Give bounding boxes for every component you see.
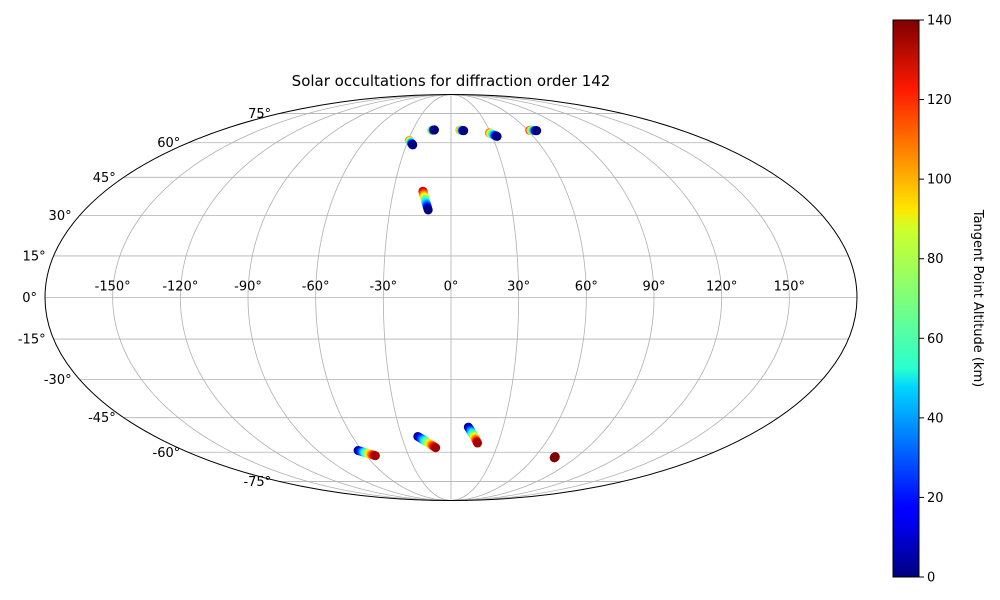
colorbar-tick-label: 20 <box>927 491 944 506</box>
colorbar-tick-label: 0 <box>927 571 935 586</box>
occultation-track-7 <box>353 446 380 461</box>
chart-title: Solar occultations for diffraction order… <box>292 72 611 90</box>
occultation-track-3 <box>455 125 469 136</box>
meridian-line-9 <box>450 94 723 501</box>
longitude-tick-label: -120° <box>162 280 198 295</box>
colorbar-label: Tangent Point Altitude (km) <box>970 209 985 387</box>
latitude-tick-label: 15° <box>23 249 46 264</box>
occultation-point <box>459 126 469 136</box>
longitude-tick-label: 90° <box>642 280 665 295</box>
occultation-track-10 <box>549 452 560 463</box>
colorbar-tick-label: 60 <box>927 332 944 347</box>
colorbar-tick-label: 80 <box>927 252 944 267</box>
latitude-tick-label: 60° <box>157 136 180 151</box>
latitude-tick-label: -30° <box>44 373 72 388</box>
colorbar-gradient <box>892 19 920 578</box>
meridian-line-1 <box>179 94 452 501</box>
occultation-point <box>431 443 441 453</box>
longitude-tick-label: -30° <box>369 280 397 295</box>
colorbar-tick-label: 100 <box>927 173 952 188</box>
latitude-tick-label: -15° <box>18 333 46 348</box>
occultation-point <box>492 131 502 141</box>
occultation-track-4 <box>484 128 502 141</box>
colorbar: 0 20 40 60 80 100 120 140 Tangent Point Altitud… <box>892 14 985 586</box>
longitude-tick-label: 30° <box>507 280 530 295</box>
occultation-track-5 <box>525 125 542 136</box>
meridian-line-8 <box>450 94 655 501</box>
longitude-tick-label: 120° <box>706 280 737 295</box>
colorbar-tick-label: 140 <box>927 14 952 29</box>
longitude-tick-label: -60° <box>302 280 330 295</box>
occultation-track-1 <box>404 136 418 150</box>
occultation-point <box>370 451 380 461</box>
occultation-point <box>473 438 483 448</box>
occultation-track-6 <box>418 186 433 215</box>
meridian-line-2 <box>247 94 452 501</box>
longitude-tick-label: 150° <box>774 280 805 295</box>
longitude-tick-labels: -150° -120° -90° -60° -30° 0° 30° 60° 90° 120° 150… <box>95 280 805 295</box>
colorbar-tick-label: 40 <box>927 411 944 426</box>
longitude-tick-label: 60° <box>575 280 598 295</box>
meridian-line-6 <box>450 94 520 501</box>
occultation-point <box>423 205 433 215</box>
occultation-track-2 <box>427 125 439 135</box>
latitude-tick-label: 45° <box>93 171 116 186</box>
occultation-point <box>408 140 418 150</box>
colorbar-tick-label: 120 <box>927 93 952 108</box>
longitude-tick-label: -90° <box>234 280 262 295</box>
meridian-line-10 <box>450 94 790 501</box>
meridian-line-0 <box>112 94 452 501</box>
longitude-tick-label: -150° <box>95 280 131 295</box>
latitude-tick-label: -45° <box>88 411 116 426</box>
meridian-line-7 <box>450 94 587 501</box>
longitude-tick-label: 0° <box>444 280 459 295</box>
latitude-tick-labels: 75° 60° 45° 30° 15° 0° -15° -30° -45° -60° -75° <box>18 107 271 490</box>
occultation-track-9 <box>463 422 483 448</box>
occultation-point <box>532 126 542 136</box>
colorbar-ticks: 0 20 40 60 80 100 120 140 <box>919 14 952 586</box>
occultation-point <box>429 125 439 135</box>
occultation-tracks <box>353 125 560 463</box>
occultation-track-8 <box>413 431 441 453</box>
occultation-point <box>549 453 559 463</box>
latitude-tick-label: 75° <box>248 107 271 122</box>
map-grid <box>45 94 857 501</box>
latitude-tick-label: 30° <box>49 209 72 224</box>
map-boundary <box>44 94 858 501</box>
latitude-tick-label: -75° <box>243 475 271 490</box>
latitude-tick-label: -60° <box>153 446 181 461</box>
latitude-tick-label: 0° <box>22 291 37 306</box>
